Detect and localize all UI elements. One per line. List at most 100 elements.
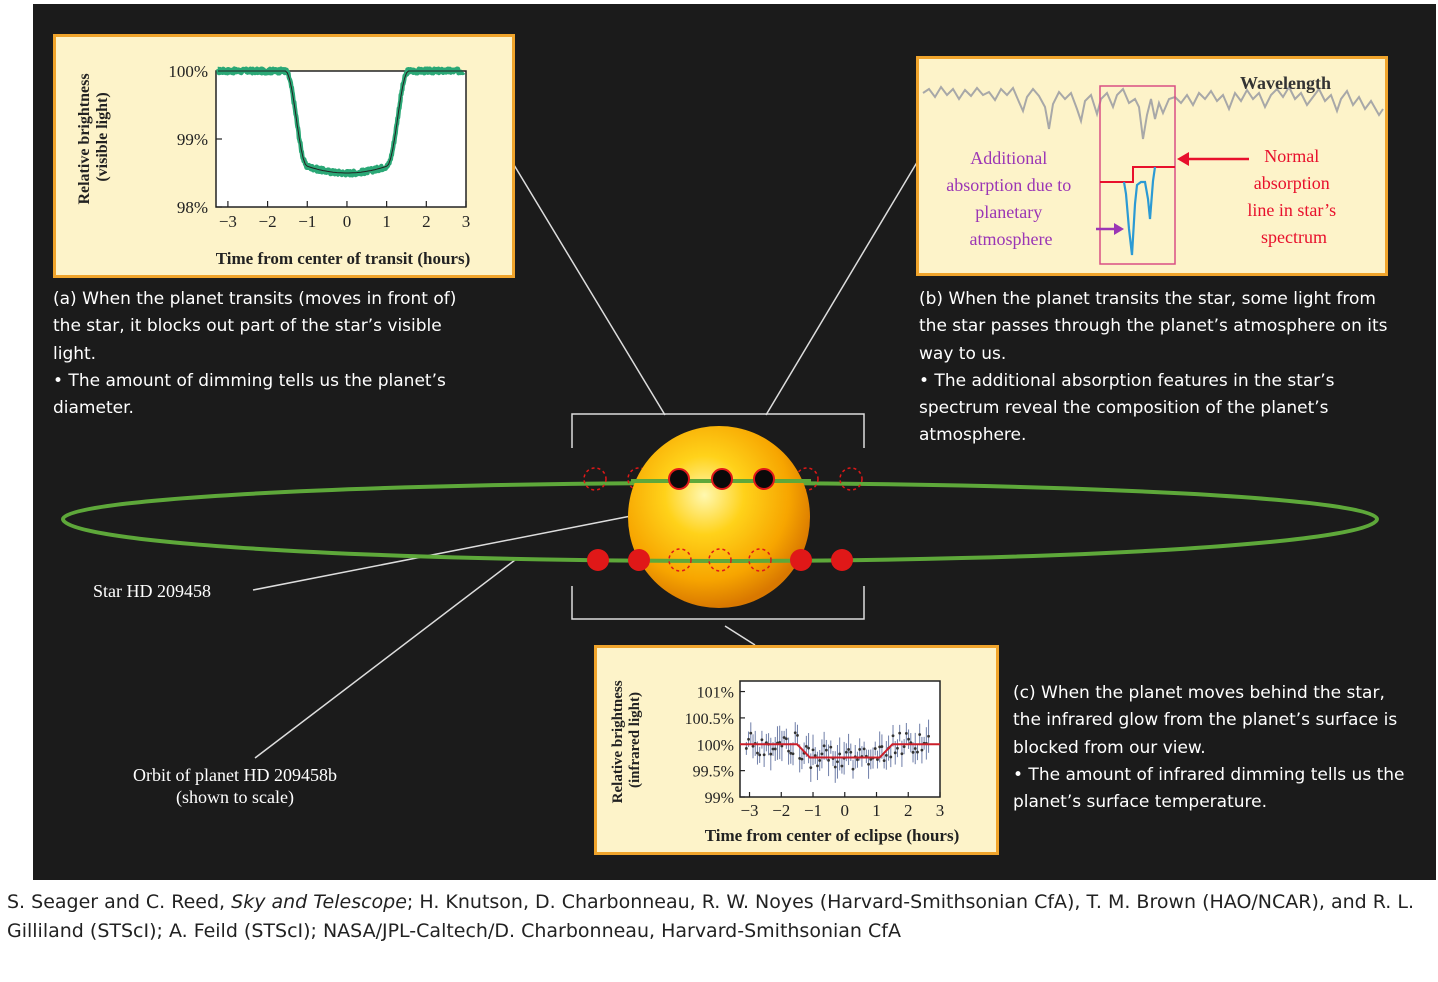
- x-tick-label: 2: [904, 801, 913, 820]
- data-point: [913, 747, 917, 750]
- purple-arrow: [1096, 223, 1124, 235]
- star-leader-line: [252, 515, 632, 591]
- data-point: [904, 731, 908, 735]
- planet-dashed: [708, 548, 732, 572]
- y-tick-label: 100%: [168, 62, 208, 81]
- data-point: [809, 766, 813, 770]
- transit-model-curve: [218, 70, 464, 174]
- data-point: [927, 734, 930, 738]
- wavelength-label: Wavelength: [1240, 73, 1331, 93]
- data-point: [858, 748, 862, 751]
- y-tick-label: 101%: [697, 685, 734, 702]
- data-point: [836, 760, 839, 764]
- planets-front: [587, 549, 853, 571]
- x-tick-label: 1: [382, 212, 391, 231]
- y-axis-label: Relative brightness (infrared light): [610, 677, 643, 804]
- diagram-background: Relative brightness (visible light) Time…: [33, 4, 1436, 880]
- data-point: [827, 758, 830, 762]
- data-point: [793, 731, 797, 735]
- x-tick-label: −1: [298, 212, 316, 231]
- x-tick-label: 0: [343, 212, 352, 231]
- data-point: [882, 759, 886, 763]
- y-tick-label: 100.5%: [685, 711, 734, 728]
- x-axis-label: Time from center of transit (hours): [216, 249, 470, 268]
- planet-dashed: [839, 467, 863, 491]
- data-point: [816, 764, 819, 768]
- stellar-spectrum: [922, 84, 1384, 140]
- data-point: [867, 762, 870, 766]
- data-point: [893, 751, 897, 755]
- data-point: [807, 746, 810, 750]
- data-point: [851, 767, 855, 771]
- planet-dashed: [748, 548, 772, 572]
- data-point: [804, 745, 808, 748]
- data-point: [889, 755, 893, 759]
- data-point: [911, 750, 915, 754]
- data-point: [762, 753, 766, 757]
- data-point: [902, 745, 906, 749]
- data-point: [878, 745, 882, 749]
- data-point: [747, 737, 750, 741]
- data-point: [896, 746, 899, 750]
- data-point: [758, 753, 762, 757]
- data-point: [847, 748, 850, 751]
- x-tick-label: 2: [422, 212, 431, 231]
- caption-b: (b) When the planet transits the star, s…: [919, 286, 1389, 450]
- y-tick-label: 98%: [177, 198, 208, 217]
- data-point: [900, 752, 904, 756]
- data-point: [787, 749, 790, 753]
- caption-a-bullet: • The amount of dimming tells us the pla…: [53, 370, 446, 419]
- planet-dashed: [668, 548, 692, 572]
- data-point: [800, 757, 804, 761]
- data-point: [818, 759, 822, 762]
- credit-italic: Sky and Telescope: [231, 891, 407, 913]
- y-tick-label: 99.5%: [693, 764, 734, 781]
- planet-dashed: [583, 467, 607, 491]
- data-point: [749, 731, 753, 735]
- data-point: [751, 744, 755, 748]
- data-point: [918, 733, 922, 736]
- data-point: [778, 741, 782, 744]
- data-point: [869, 757, 873, 761]
- orbit-label-line2: (shown to scale): [176, 787, 294, 807]
- data-point: [838, 752, 842, 756]
- data-point: [856, 758, 859, 762]
- caption-c-text: (c) When the planet moves behind the sta…: [1013, 683, 1398, 758]
- caption-a-text: (a) When the planet transits (moves in f…: [53, 289, 457, 364]
- y-axis-label-line2: (visible light): [94, 92, 111, 181]
- data-point: [796, 733, 799, 737]
- data-point: [884, 753, 888, 757]
- data-point: [824, 748, 828, 752]
- star-orbit-diagram: [61, 413, 1379, 620]
- y-tick-label: 100%: [697, 737, 734, 754]
- x-tick-label: 3: [462, 212, 471, 231]
- data-point: [756, 751, 759, 755]
- x-tick-label: 3: [936, 801, 945, 820]
- caption-c-bullet: • The amount of infrared dimming tells u…: [1013, 764, 1405, 813]
- planet: [831, 549, 853, 571]
- star-label: Star HD 209458: [93, 581, 211, 601]
- x-tick-label: −3: [219, 212, 237, 231]
- planet-transit: [668, 468, 690, 490]
- star-icon: [628, 426, 810, 608]
- x-tick-label: 1: [872, 801, 881, 820]
- red-annotation: Normal absorption line in star’s spectru…: [1247, 146, 1340, 247]
- data-point: [833, 765, 837, 769]
- data-point: [829, 745, 833, 749]
- planet-transit: [711, 468, 733, 490]
- orbit-label-line1: Orbit of planet HD 209458b: [133, 765, 337, 785]
- caption-c: (c) When the planet moves behind the sta…: [1013, 680, 1408, 816]
- panel-a-transit-chart: Relative brightness (visible light) Time…: [53, 34, 515, 278]
- planet: [587, 549, 609, 571]
- data-point: [773, 747, 777, 751]
- data-point: [744, 747, 748, 750]
- data-point: [862, 747, 866, 751]
- x-tick-label: −2: [259, 212, 277, 231]
- credit-part2: ; H. Knutson, D. Charbonneau, R. W. Noye…: [7, 891, 1414, 942]
- eclipse-light-curve: Relative brightness (infrared light) Tim…: [610, 677, 959, 845]
- planet-dashed: [795, 467, 819, 491]
- panel-c-eclipse-chart: Relative brightness (infrared light) Tim…: [594, 645, 999, 855]
- data-point: [840, 764, 844, 768]
- data-point: [760, 738, 764, 742]
- panel-b-spectrum: Wavelength Additional absorption due to …: [916, 56, 1388, 276]
